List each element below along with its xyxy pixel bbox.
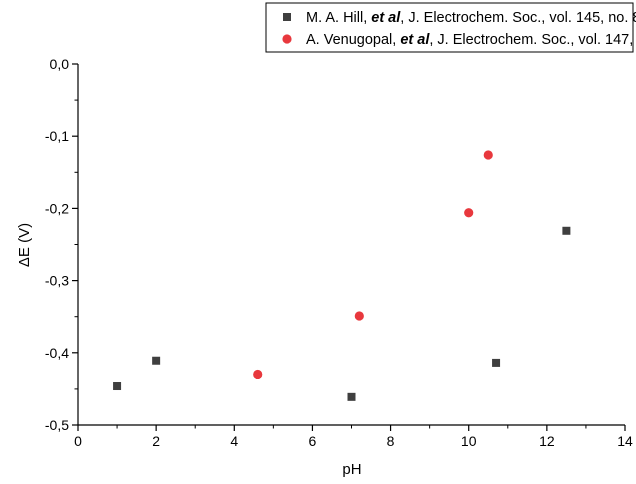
- legend-frame: [265, 2, 634, 53]
- y-tick-label: -0,4: [45, 345, 69, 361]
- x-tick-label: 2: [152, 433, 160, 449]
- legend-marker-circle: [282, 34, 292, 44]
- x-tick-label: 14: [617, 433, 633, 449]
- data-points: [113, 150, 571, 401]
- y-tick-label: -0,1: [45, 128, 69, 144]
- series-1: [113, 226, 571, 401]
- x-axis-title: pH: [342, 461, 361, 478]
- data-point-square: [492, 358, 501, 367]
- data-point-circle: [354, 311, 364, 321]
- data-point-circle: [483, 150, 493, 160]
- data-point-square: [347, 392, 356, 401]
- data-point-circle: [253, 369, 263, 380]
- x-tick-label: 4: [230, 433, 238, 449]
- series-2: [253, 150, 493, 380]
- legend-marker-square: [283, 13, 291, 21]
- plot-axes: 0 2 4 6 8 10 12 14 0,0 -0,1 -0,2 -0,3 -0,4 -0,5: [45, 56, 633, 449]
- y-tick-label: -0,3: [45, 273, 69, 289]
- legend-label-part: A. Venugopal,: [306, 32, 400, 48]
- data-point-square: [562, 226, 571, 235]
- legend-label-part: , J. Electrochem. Soc., vol. 147, no. 10…: [429, 32, 636, 48]
- y-tick-label: 0,0: [50, 56, 70, 72]
- x-tick-label: 0: [74, 433, 82, 449]
- data-point-square: [152, 356, 161, 365]
- legend-label-part: M. A. Hill,: [306, 10, 371, 26]
- legend: M. A. Hill, et al, J. Electrochem. Soc.,…: [265, 2, 636, 53]
- y-axis-title: ΔE (V): [16, 223, 33, 267]
- data-point-circle: [464, 208, 474, 218]
- y-tick-label: -0,2: [45, 200, 69, 216]
- legend-label: M. A. Hill, et al, J. Electrochem. Soc.,…: [306, 10, 636, 26]
- legend-label: A. Venugopal, et al, J. Electrochem. Soc…: [306, 32, 636, 48]
- legend-label-italic: et al: [400, 32, 430, 48]
- x-tick-label: 8: [387, 433, 395, 449]
- x-tick-label: 12: [539, 433, 555, 449]
- legend-label-part: , J. Electrochem. Soc., vol. 145, no. 8,…: [400, 10, 636, 26]
- x-tick-label: 10: [461, 433, 477, 449]
- data-point-square: [113, 382, 122, 391]
- y-tick-label: -0,5: [45, 417, 69, 433]
- x-tick-label: 6: [309, 433, 317, 449]
- legend-label-italic: et al: [371, 10, 401, 26]
